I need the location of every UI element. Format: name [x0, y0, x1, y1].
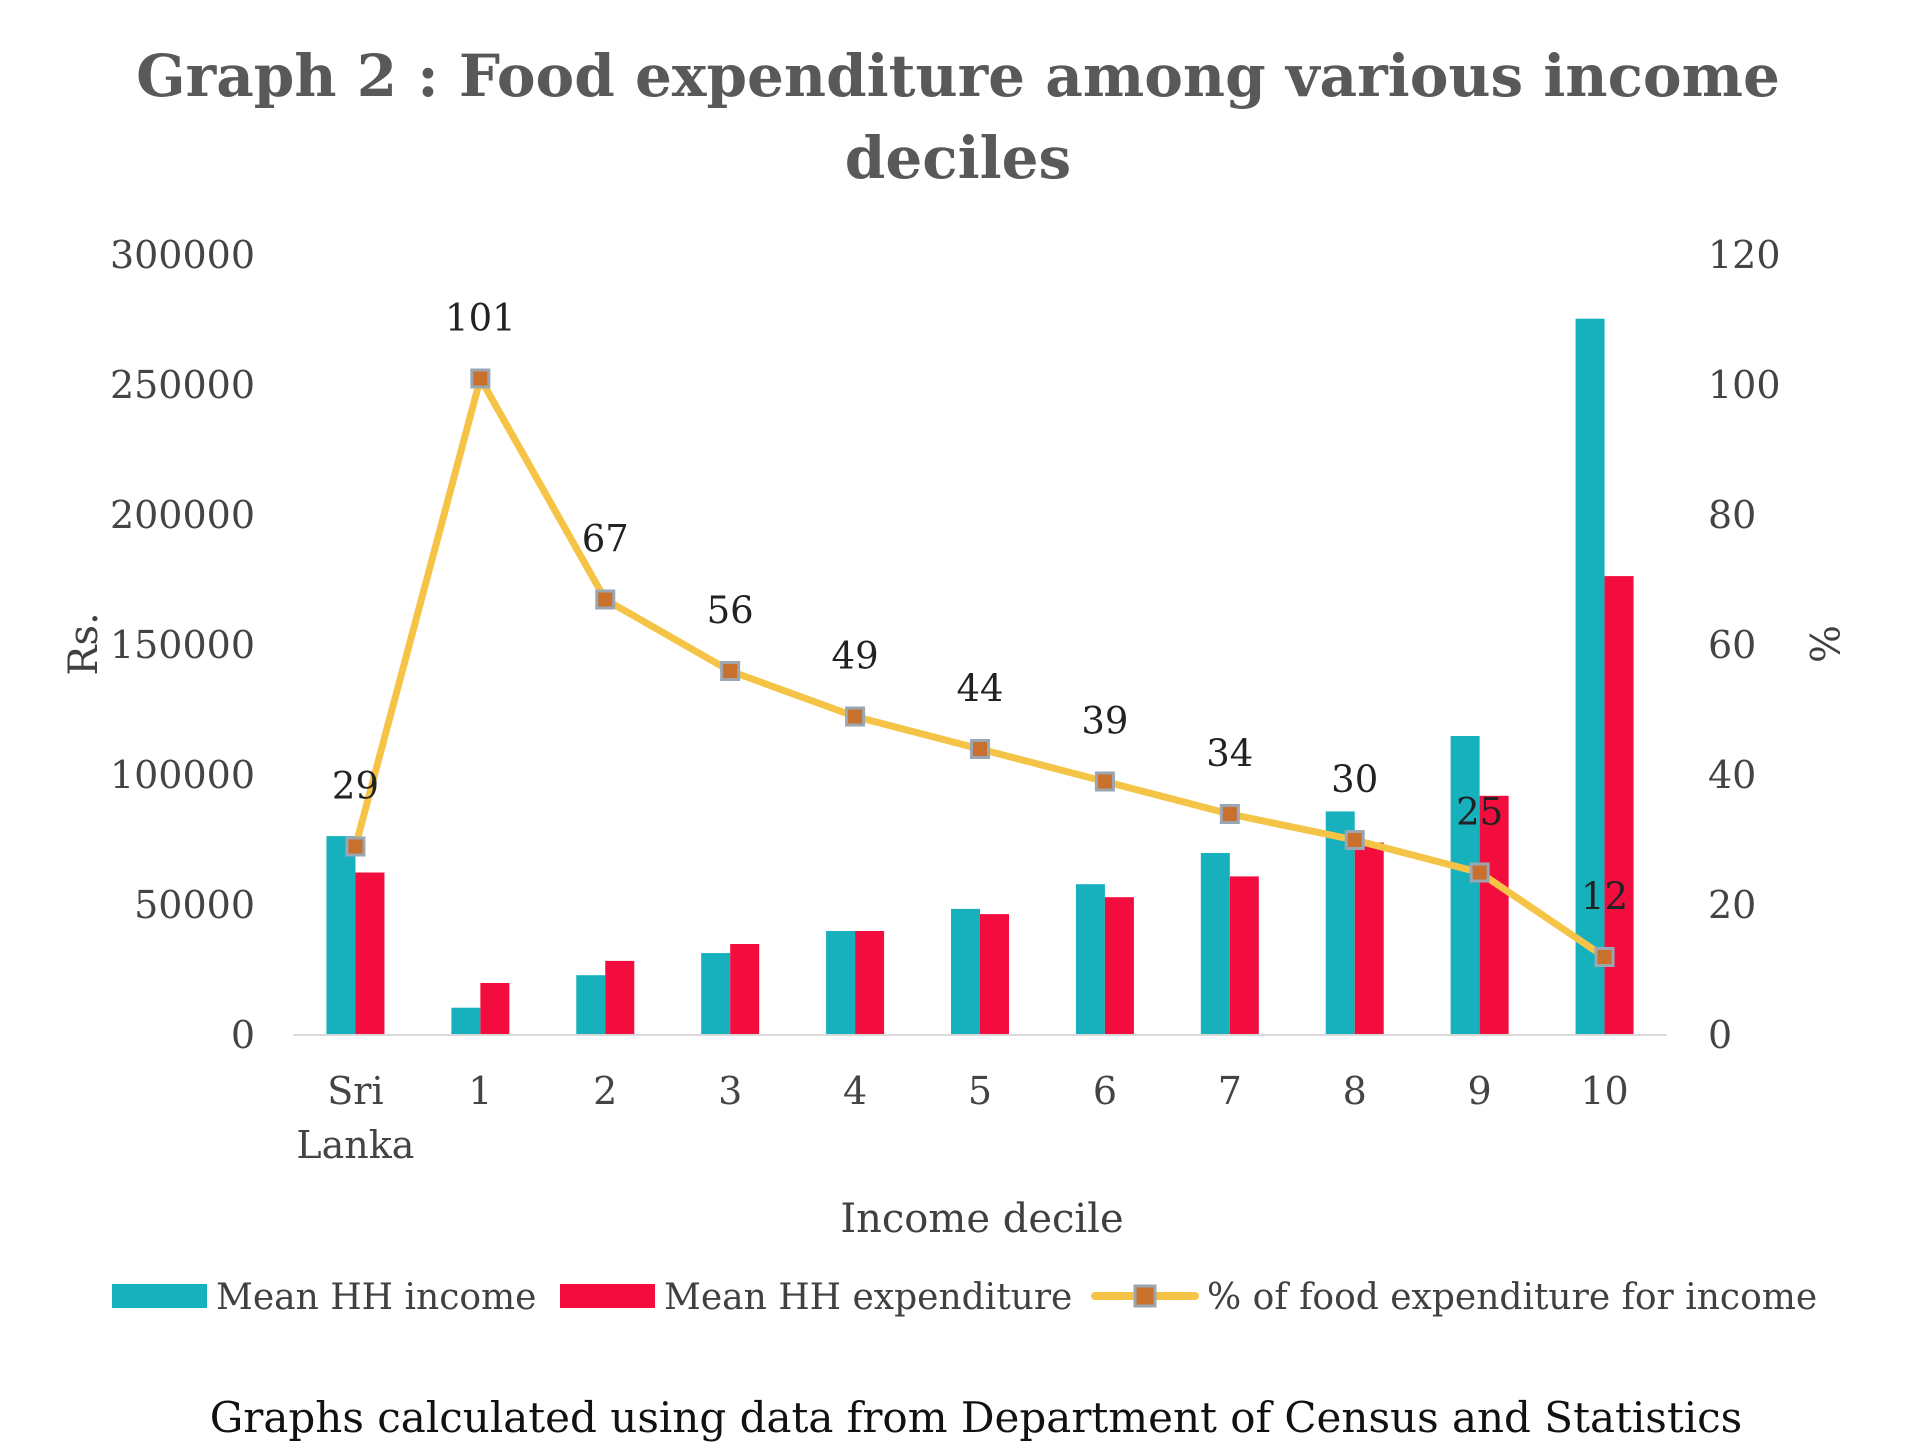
expenditure-bar — [355, 872, 385, 1035]
food-expenditure-marker — [1594, 947, 1615, 967]
right-y-axis: 0 20 40 60 80 100 120 — [1708, 233, 1781, 1057]
legend-marker-food-share — [1133, 1284, 1157, 1308]
left-y-tick-label: 200000 — [110, 493, 255, 537]
food-expenditure-marker — [470, 368, 491, 389]
expenditure-bar — [605, 960, 635, 1035]
income-bar — [1450, 736, 1480, 1035]
legend-label: Mean HH income — [216, 1277, 536, 1318]
right-y-tick-label: 20 — [1708, 883, 1756, 927]
income-bar — [1075, 884, 1105, 1035]
expenditure-bar — [1229, 876, 1259, 1035]
left-y-tick-label: 100000 — [110, 753, 255, 797]
x-axis: Sri Lanka 1 2 3 4 5 6 7 8 9 10 — [296, 1069, 1628, 1167]
food-expenditure-marker — [595, 589, 616, 610]
expenditure-bar — [1354, 842, 1384, 1035]
x-axis-title: Income decile — [840, 1196, 1123, 1242]
food-expenditure-data-label: 12 — [1581, 875, 1628, 918]
food-expenditure-data-label: 101 — [445, 297, 516, 340]
right-y-tick-label: 40 — [1708, 753, 1756, 797]
food-expenditure-data-label: 29 — [332, 765, 379, 808]
x-tick-label: Lanka — [296, 1123, 414, 1167]
x-tick-label: 3 — [718, 1069, 742, 1113]
right-y-tick-label: 120 — [1708, 233, 1781, 277]
x-tick-label: 4 — [843, 1069, 867, 1113]
expenditure-bar — [480, 983, 510, 1035]
income-bar — [1200, 853, 1230, 1035]
food-expenditure-marker — [345, 836, 366, 857]
left-y-tick-label: 150000 — [110, 623, 255, 667]
food-expenditure-marker — [970, 739, 990, 759]
expenditure-bar — [980, 914, 1009, 1035]
food-expenditure-data-label: 30 — [1331, 758, 1378, 801]
x-tick-label: 7 — [1218, 1069, 1242, 1113]
income-bar — [1575, 318, 1605, 1035]
line-series-group: 29 101 67 56 49 44 39 34 30 25 12 — [332, 297, 1628, 967]
income-bar — [326, 836, 356, 1035]
x-tick-label: 8 — [1343, 1069, 1367, 1113]
right-y-tick-label: 60 — [1708, 623, 1756, 667]
right-y-tick-label: 100 — [1708, 363, 1781, 407]
right-y-tick-label: 80 — [1708, 493, 1756, 537]
income-bar — [826, 931, 856, 1035]
food-expenditure-marker — [1469, 862, 1490, 883]
left-y-tick-label: 0 — [231, 1013, 255, 1057]
chart-title: Graph 2 : Food expenditure among various… — [136, 42, 1780, 192]
food-expenditure-marker — [1219, 804, 1240, 824]
x-tick-label: 10 — [1580, 1069, 1628, 1113]
chart-title-line: Graph 2 : Food expenditure among various… — [136, 42, 1780, 110]
right-y-axis-title: % — [1800, 625, 1846, 663]
expenditure-bar — [1479, 795, 1509, 1035]
legend-swatch-income — [112, 1284, 207, 1308]
food-expenditure-data-label: 56 — [707, 589, 754, 632]
chart-title-line: deciles — [845, 124, 1071, 192]
income-bar — [576, 975, 606, 1035]
left-y-tick-label: 300000 — [110, 233, 255, 277]
legend-label: Mean HH expenditure — [664, 1277, 1072, 1318]
left-y-tick-label: 250000 — [110, 363, 255, 407]
expenditure-bar — [730, 944, 760, 1035]
legend-swatch-expenditure — [560, 1284, 655, 1308]
left-y-axis-title: Rs. — [61, 612, 107, 675]
x-tick-label: 6 — [1093, 1069, 1117, 1113]
food-expenditure-data-label: 25 — [1456, 791, 1503, 834]
x-tick-label: 1 — [468, 1069, 492, 1113]
x-tick-label: 2 — [593, 1069, 617, 1113]
legend: Mean HH income Mean HH expenditure % of fo… — [112, 1277, 1817, 1318]
income-bar — [951, 908, 980, 1035]
food-expenditure-marker — [720, 661, 741, 681]
x-tick-label: Sri — [327, 1069, 383, 1113]
expenditure-bar — [1104, 897, 1134, 1035]
bar-series-group — [326, 318, 1634, 1035]
food-expenditure-data-label: 44 — [956, 667, 1003, 710]
x-tick-label: 9 — [1468, 1069, 1492, 1113]
right-y-tick-label: 0 — [1708, 1013, 1732, 1057]
expenditure-bar — [855, 931, 885, 1035]
legend-label: % of food expenditure for income — [1207, 1277, 1817, 1318]
x-tick-label: 5 — [968, 1069, 992, 1113]
food-expenditure-data-label: 39 — [1081, 700, 1128, 743]
food-expenditure-data-label: 34 — [1206, 732, 1253, 775]
source-note: Graphs calculated using data from Depart… — [210, 1393, 1743, 1442]
food-expenditure-marker — [845, 706, 866, 727]
income-bar — [451, 1007, 481, 1035]
left-y-tick-label: 50000 — [134, 883, 255, 927]
food-expenditure-data-label: 67 — [582, 518, 629, 561]
food-expenditure-marker — [1344, 830, 1365, 850]
left-y-axis: 0 50000 100000 150000 200000 250000 300000 — [110, 233, 255, 1057]
income-bar — [701, 953, 731, 1035]
food-expenditure-marker — [1094, 771, 1115, 792]
food-expenditure-data-label: 49 — [832, 635, 879, 678]
